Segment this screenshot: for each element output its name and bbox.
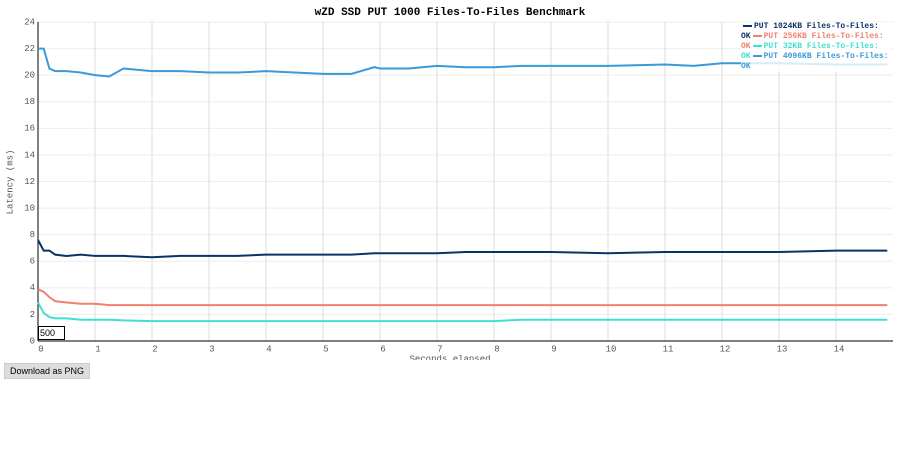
series-line <box>37 288 888 307</box>
chart-title: wZD SSD PUT 1000 Files-To-Files Benchmar… <box>315 7 586 19</box>
series-line <box>38 47 888 78</box>
x-tick-label: 5 <box>323 344 328 354</box>
series-line <box>37 239 888 259</box>
x-tick-label: 2 <box>152 344 157 354</box>
x-tick-label: 1 <box>95 344 100 354</box>
x-tick-label: 3 <box>209 344 214 354</box>
legend-swatch <box>752 44 762 47</box>
y-tick-label: 24 <box>24 17 35 27</box>
y-tick-label: 2 <box>30 310 35 320</box>
download-button[interactable]: Download as PNG <box>4 363 91 379</box>
x-tick-label: 10 <box>606 344 617 354</box>
y-tick-label: 18 <box>24 97 35 107</box>
x-tick-label: 14 <box>834 344 845 354</box>
legend-label: PUT 4096KB Files-To-Files: OK <box>741 52 889 71</box>
y-tick-label: 12 <box>24 177 35 187</box>
x-tick-label: 8 <box>494 344 499 354</box>
y-tick-label: 6 <box>30 257 35 267</box>
y-axis-label: Latency (ms) <box>5 150 15 215</box>
y-tick-label: 20 <box>24 71 35 81</box>
x-tick-label: 7 <box>437 344 442 354</box>
x-tick-label: 4 <box>266 344 271 354</box>
x-tick-label: 11 <box>663 344 674 354</box>
y-tick-label: 16 <box>24 124 35 134</box>
legend-swatch <box>752 54 762 57</box>
legend: PUT 1024KB Files-To-Files: OK PUT 256KB F… <box>741 22 891 72</box>
roller-input[interactable]: 500 <box>38 326 65 340</box>
legend-label: PUT 32KB Files-To-Files: OK <box>741 42 879 61</box>
legend-swatch <box>752 34 762 37</box>
series-line <box>37 301 888 323</box>
legend-label: PUT 256KB Files-To-Files: OK <box>741 32 884 51</box>
y-tick-label: 8 <box>30 230 35 240</box>
y-tick-label: 10 <box>24 203 35 213</box>
legend-label: PUT 1024KB Files-To-Files: OK <box>741 22 879 41</box>
chart: wZD SSD PUT 1000 Files-To-Files Benchmar… <box>5 7 893 364</box>
legend-swatch <box>743 24 752 27</box>
x-tick-label: 0 <box>38 344 43 354</box>
x-axis-label: Seconds elapsed <box>409 354 490 360</box>
x-tick-label: 13 <box>777 344 788 354</box>
y-tick-label: 14 <box>24 150 35 160</box>
x-tick-label: 6 <box>380 344 385 354</box>
y-tick-label: 4 <box>30 283 35 293</box>
x-tick-label: 9 <box>551 344 556 354</box>
x-tick-label: 12 <box>720 344 731 354</box>
y-tick-label: 22 <box>24 44 35 54</box>
y-tick-label: 0 <box>30 336 35 346</box>
